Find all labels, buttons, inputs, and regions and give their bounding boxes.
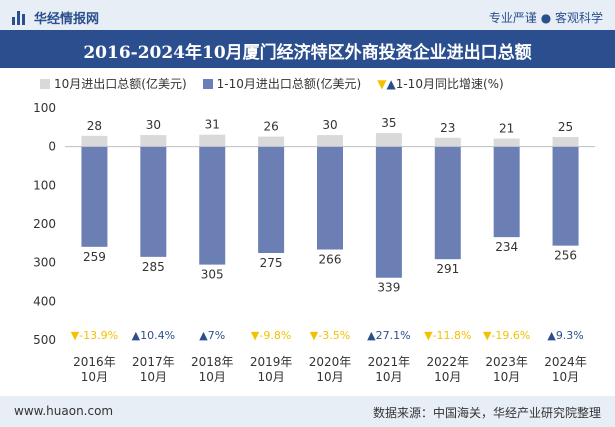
x-tick-label: 2023年 10月 xyxy=(485,355,528,384)
data-label-cumulative: 291 xyxy=(436,262,459,276)
bar-october xyxy=(199,134,226,147)
bar-october xyxy=(552,137,579,147)
x-tick-label: 2016年 10月 xyxy=(73,355,116,384)
bar-october xyxy=(493,138,520,147)
y-tick-label: 100 xyxy=(33,101,56,115)
bar-october xyxy=(434,137,461,147)
brand-name: 华经情报网 xyxy=(34,12,100,27)
growth-label: ▲10.4% xyxy=(132,329,175,342)
data-label-october: 30 xyxy=(322,118,337,132)
data-label-october: 25 xyxy=(558,120,573,134)
bar-october xyxy=(258,136,285,147)
x-tick-label: 2018年 10月 xyxy=(191,355,234,384)
legend-label-cumulative: 1-10月进出口总额(亿美元) xyxy=(216,77,362,91)
data-label-cumulative: 256 xyxy=(554,249,577,263)
legend-label-growth: 1-10月同比增速(%) xyxy=(395,77,504,91)
growth-label: ▲7% xyxy=(199,329,225,342)
y-tick-label: 400 xyxy=(33,294,56,308)
growth-label: ▼-19.6% xyxy=(483,329,530,342)
y-tick-label: 0 xyxy=(48,140,56,154)
bar-cumulative xyxy=(375,146,402,278)
bar-cumulative xyxy=(199,146,226,265)
legend-item-oct: 10月进出口总额(亿美元) xyxy=(40,75,187,92)
bar-cumulative xyxy=(140,146,167,257)
growth-label: ▼-3.5% xyxy=(310,329,350,342)
legend-label-oct: 10月进出口总额(亿美元) xyxy=(54,77,187,91)
bar-october xyxy=(140,135,167,147)
bar-october xyxy=(317,135,343,147)
x-tick-label: 2019年 10月 xyxy=(250,355,293,384)
data-label-cumulative: 305 xyxy=(201,268,224,282)
x-tick-label: 2021年 10月 xyxy=(368,355,411,384)
data-label-october: 23 xyxy=(440,121,455,135)
growth-label: ▼-9.8% xyxy=(251,329,291,342)
y-tick-label: 200 xyxy=(33,217,56,231)
legend: 10月进出口总额(亿美元) 1-10月进出口总额(亿美元) ▼ ▲ 1-10月同… xyxy=(40,75,520,92)
data-label-cumulative: 234 xyxy=(495,240,518,254)
growth-label: ▼-13.9% xyxy=(71,329,118,342)
bar-cumulative xyxy=(434,146,461,260)
bar-cumulative xyxy=(258,146,285,253)
legend-item-cumulative: 1-10月进出口总额(亿美元) xyxy=(202,75,362,92)
legend-swatch-cumulative xyxy=(202,78,213,89)
data-label-october: 21 xyxy=(499,122,514,136)
growth-label: ▲27.1% xyxy=(367,329,410,342)
chart-title: 2016-2024年10月厦门经济特区外商投资企业进出口总额 xyxy=(83,43,532,63)
down-triangle-icon: ▼ xyxy=(377,76,387,91)
legend-item-growth: ▼ ▲ 1-10月同比增速(%) xyxy=(377,75,503,92)
data-label-cumulative: 285 xyxy=(142,260,165,274)
bar-cumulative xyxy=(317,146,343,250)
bar-cumulative xyxy=(81,146,108,247)
data-label-october: 31 xyxy=(205,118,220,132)
data-label-october: 28 xyxy=(87,119,102,133)
growth-label: ▲9.3% xyxy=(547,329,583,342)
data-label-october: 26 xyxy=(263,120,278,134)
data-source: 数据来源：中国海关，华经产业研究院整理 xyxy=(372,406,601,420)
x-tick-label: 2022年 10月 xyxy=(427,355,470,384)
brand-logo: 华经情报网 xyxy=(12,8,99,27)
x-tick-label: 2024年 10月 xyxy=(544,355,587,384)
title-bar: 2016-2024年10月厦门经济特区外商投资企业进出口总额 xyxy=(0,30,615,68)
y-tick-label: 300 xyxy=(33,256,56,270)
y-tick-label: 100 xyxy=(33,178,56,192)
data-label-cumulative: 266 xyxy=(319,253,342,267)
legend-swatch-oct xyxy=(40,78,50,89)
bar-cumulative xyxy=(552,146,579,246)
bar-october xyxy=(81,135,108,147)
x-tick-label: 2017年 10月 xyxy=(132,355,175,384)
bar-october xyxy=(375,133,402,147)
bar-chart-icon xyxy=(12,10,28,25)
data-label-october: 30 xyxy=(146,118,161,132)
slogan: 专业严谨 ● 客观科学 xyxy=(488,11,603,25)
data-label-october: 35 xyxy=(381,116,396,130)
growth-label: ▼-11.8% xyxy=(424,329,471,342)
data-label-cumulative: 259 xyxy=(83,250,106,264)
footer: www.huaon.com 数据来源：中国海关，华经产业研究院整理 xyxy=(0,396,615,427)
x-tick-label: 2020年 10月 xyxy=(309,355,352,384)
y-tick-label: 500 xyxy=(33,333,56,347)
website-url: www.huaon.com xyxy=(14,404,114,418)
data-label-cumulative: 339 xyxy=(377,281,400,295)
bar-cumulative xyxy=(493,146,520,238)
data-label-cumulative: 275 xyxy=(260,256,283,270)
up-triangle-icon: ▲ xyxy=(386,76,396,91)
top-banner: 华经情报网 专业严谨 ● 客观科学 xyxy=(0,0,615,30)
